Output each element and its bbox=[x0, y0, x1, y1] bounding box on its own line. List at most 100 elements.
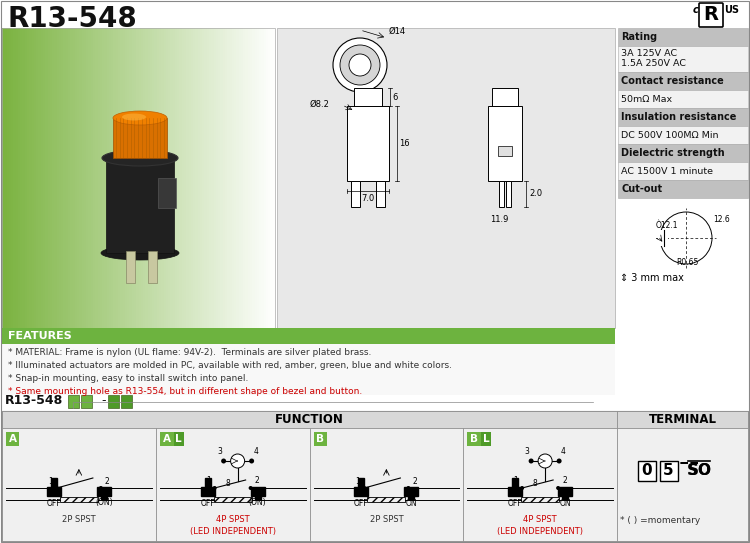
Bar bbox=[368, 497, 405, 502]
Bar bbox=[130, 28, 132, 328]
Bar bbox=[84, 28, 87, 328]
Bar bbox=[150, 28, 153, 328]
Bar bbox=[200, 28, 202, 328]
Bar bbox=[498, 146, 512, 156]
Bar bbox=[11, 28, 14, 328]
Text: 1: 1 bbox=[48, 477, 52, 486]
Bar bbox=[521, 497, 559, 502]
Ellipse shape bbox=[101, 246, 179, 260]
Text: Insulation resistance: Insulation resistance bbox=[621, 112, 736, 122]
Text: L: L bbox=[176, 434, 182, 444]
Bar bbox=[157, 28, 160, 328]
Text: 3: 3 bbox=[217, 447, 222, 456]
Text: 12.6: 12.6 bbox=[713, 216, 730, 224]
Bar bbox=[232, 28, 235, 328]
Bar bbox=[25, 28, 28, 328]
Bar bbox=[201, 487, 214, 496]
Bar bbox=[124, 28, 128, 328]
Bar bbox=[116, 28, 118, 328]
Text: 6: 6 bbox=[392, 92, 398, 102]
Bar bbox=[13, 28, 16, 328]
Bar bbox=[141, 28, 143, 328]
Bar bbox=[202, 28, 205, 328]
Text: 2.0: 2.0 bbox=[529, 190, 542, 199]
Bar bbox=[354, 487, 368, 496]
Bar bbox=[82, 28, 85, 328]
Bar bbox=[205, 477, 211, 487]
Bar bbox=[77, 28, 80, 328]
Circle shape bbox=[529, 458, 534, 464]
Text: (LED INDEPENDENT): (LED INDEPENDENT) bbox=[190, 527, 276, 536]
Bar bbox=[347, 106, 389, 181]
Bar bbox=[126, 251, 135, 283]
Bar bbox=[659, 460, 677, 481]
Bar bbox=[205, 28, 207, 328]
Text: ON: ON bbox=[406, 498, 417, 508]
Text: R0.65: R0.65 bbox=[676, 258, 698, 267]
Bar bbox=[175, 28, 178, 328]
Circle shape bbox=[340, 45, 380, 85]
Text: 16: 16 bbox=[399, 139, 410, 148]
Text: 3: 3 bbox=[525, 447, 530, 456]
Text: (LED INDEPENDENT): (LED INDEPENDENT) bbox=[497, 527, 584, 536]
Text: 50mΩ Max: 50mΩ Max bbox=[621, 94, 672, 104]
Text: * Same mounting hole as R13-554, but in different shape of bezel and button.: * Same mounting hole as R13-554, but in … bbox=[8, 387, 362, 396]
Text: * Illuminated actuators are molded in PC, available with red, amber, green, blue: * Illuminated actuators are molded in PC… bbox=[8, 361, 452, 370]
Text: Contact resistance: Contact resistance bbox=[621, 76, 724, 86]
Text: (ON): (ON) bbox=[249, 498, 266, 508]
Bar bbox=[225, 28, 228, 328]
Bar bbox=[93, 28, 96, 328]
Circle shape bbox=[556, 486, 560, 490]
Bar bbox=[20, 28, 23, 328]
Bar bbox=[310, 428, 464, 541]
Bar bbox=[111, 28, 114, 328]
Bar bbox=[16, 28, 19, 328]
Bar bbox=[186, 28, 189, 328]
Text: TERMINAL: TERMINAL bbox=[649, 413, 716, 426]
Ellipse shape bbox=[102, 150, 178, 166]
Bar bbox=[492, 88, 518, 106]
Text: 8: 8 bbox=[225, 479, 230, 488]
Bar bbox=[6, 432, 19, 446]
Text: OFF: OFF bbox=[46, 498, 62, 508]
Text: (ON): (ON) bbox=[95, 498, 112, 508]
Bar bbox=[54, 28, 57, 328]
Bar bbox=[36, 28, 39, 328]
Text: 2P SPST: 2P SPST bbox=[62, 515, 96, 524]
Bar bbox=[43, 28, 46, 328]
Bar bbox=[104, 28, 107, 328]
Bar bbox=[277, 28, 615, 328]
Bar bbox=[81, 395, 92, 408]
Bar bbox=[408, 495, 414, 498]
Text: 3A 125V AC: 3A 125V AC bbox=[621, 49, 677, 59]
Bar bbox=[354, 88, 382, 106]
Circle shape bbox=[249, 458, 254, 464]
Bar bbox=[562, 495, 568, 498]
Bar bbox=[118, 28, 121, 328]
Bar bbox=[2, 411, 617, 428]
Bar bbox=[148, 251, 157, 283]
Text: 2: 2 bbox=[413, 477, 417, 486]
Bar bbox=[7, 28, 9, 328]
Text: 2: 2 bbox=[105, 477, 110, 486]
Text: Rating: Rating bbox=[621, 32, 657, 42]
Text: 7.0: 7.0 bbox=[362, 194, 375, 203]
Bar bbox=[216, 28, 219, 328]
Ellipse shape bbox=[106, 151, 174, 165]
Bar bbox=[47, 28, 50, 328]
Ellipse shape bbox=[113, 111, 167, 125]
Bar bbox=[143, 28, 146, 328]
Bar bbox=[618, 90, 748, 108]
Bar bbox=[2, 428, 156, 541]
Bar bbox=[252, 28, 255, 328]
Bar bbox=[273, 28, 275, 328]
Bar bbox=[376, 181, 385, 207]
Bar bbox=[64, 28, 66, 328]
Circle shape bbox=[520, 486, 524, 490]
Bar bbox=[618, 108, 748, 126]
Text: R13-548: R13-548 bbox=[8, 5, 138, 33]
Bar bbox=[170, 28, 173, 328]
Bar bbox=[86, 28, 89, 328]
Bar bbox=[193, 28, 196, 328]
Bar bbox=[152, 28, 155, 328]
